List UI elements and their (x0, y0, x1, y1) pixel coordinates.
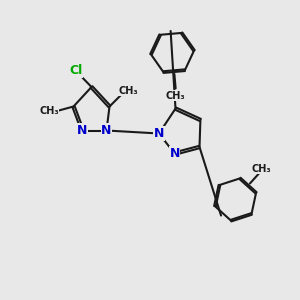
Text: CH₃: CH₃ (39, 106, 59, 116)
Text: N: N (77, 124, 88, 137)
Text: N: N (169, 147, 180, 160)
Text: CH₃: CH₃ (119, 86, 139, 96)
Text: N: N (101, 124, 112, 137)
Text: CH₃: CH₃ (166, 91, 185, 101)
Text: CH₃: CH₃ (251, 164, 271, 173)
Text: Cl: Cl (69, 64, 82, 77)
Text: N: N (154, 127, 164, 140)
